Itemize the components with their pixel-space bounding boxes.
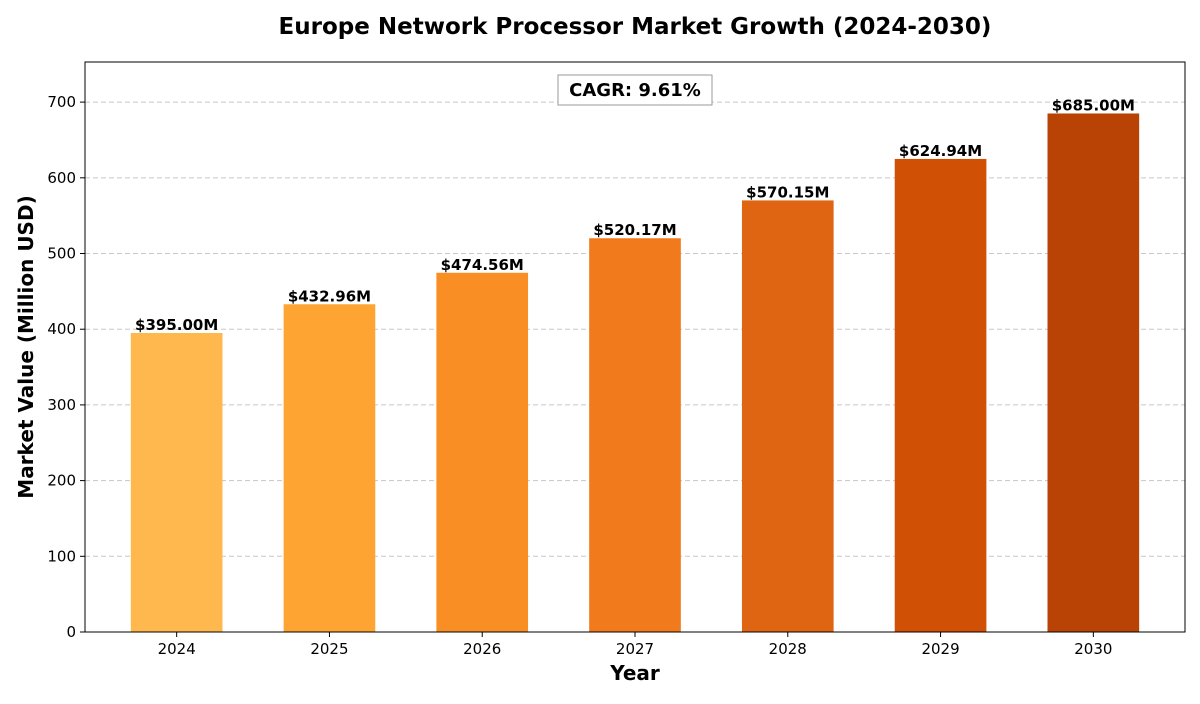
bar-2030 <box>1047 113 1140 632</box>
cagr-annotation: CAGR: 9.61% <box>557 74 713 106</box>
y-tick-label: 300 <box>47 396 76 414</box>
chart-title: Europe Network Processor Market Growth (… <box>279 14 992 40</box>
bar-2029 <box>894 158 987 632</box>
x-tick-label-2027: 2027 <box>616 640 654 658</box>
data-label-2030: $685.00M <box>1052 96 1135 114</box>
bar-2024 <box>130 332 223 632</box>
y-tick-label: 500 <box>47 245 76 263</box>
bar-2026 <box>436 272 529 632</box>
y-tick-label: 700 <box>47 93 76 111</box>
bar-2027 <box>589 238 681 632</box>
cagr-annotation-text: CAGR: 9.61% <box>569 80 701 101</box>
x-tick-label-2025: 2025 <box>310 640 348 658</box>
data-label-2029: $624.94M <box>899 142 982 160</box>
data-labels: $395.00M $432.96M $474.56M $520.17M $570.15M… <box>135 96 1135 334</box>
bars <box>130 113 1140 632</box>
x-tick-label-2024: 2024 <box>158 640 196 658</box>
x-tick-label-2028: 2028 <box>769 640 807 658</box>
grid-lines <box>85 101 1185 557</box>
cagr-annotation-box <box>557 74 713 106</box>
y-tick-label: 100 <box>47 547 76 565</box>
bar-2025 <box>283 304 376 632</box>
y-tick-label: 200 <box>47 472 76 490</box>
data-label-2028: $570.15M <box>746 183 829 201</box>
plot-frame <box>84 61 1186 633</box>
y-tick-label: 0 <box>66 623 76 641</box>
data-label-2025: $432.96M <box>288 287 371 305</box>
data-label-2026: $474.56M <box>441 256 524 274</box>
data-label-2027: $520.17M <box>593 221 676 239</box>
data-label-2024: $395.00M <box>135 316 218 334</box>
y-axis-ticks: 0 100 200 300 400 500 600 700 <box>47 93 85 641</box>
x-axis-ticks: 2024 2025 2026 2027 2028 2029 2030 <box>158 632 1112 658</box>
x-tick-label-2026: 2026 <box>463 640 501 658</box>
x-tick-label-2029: 2029 <box>921 640 959 658</box>
bar-2028 <box>741 200 834 632</box>
y-tick-label: 400 <box>47 320 76 338</box>
y-axis-label: Market Value (Million USD) <box>14 195 38 498</box>
x-axis-label: Year <box>609 661 660 685</box>
y-tick-label: 600 <box>47 169 76 187</box>
x-tick-label-2030: 2030 <box>1074 640 1112 658</box>
